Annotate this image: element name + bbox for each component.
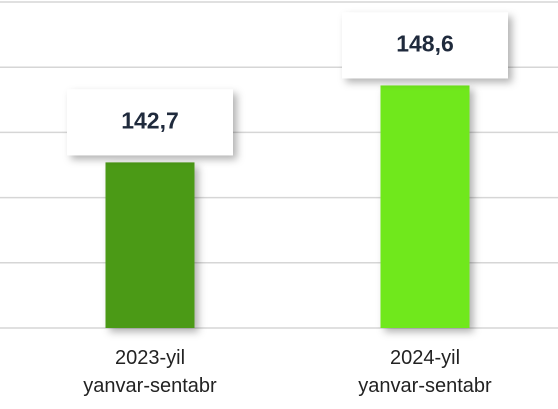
value-label-box <box>342 12 508 79</box>
x-tick-label: 2023-yil yanvar-sentabr <box>83 347 217 397</box>
bar <box>105 162 195 328</box>
bar <box>380 85 470 329</box>
value-label-box <box>67 89 233 156</box>
x-tick-label: 2024-yil yanvar-sentabr <box>358 347 492 397</box>
value-label: 148,6 <box>396 31 454 57</box>
value-label: 142,7 <box>121 107 179 133</box>
